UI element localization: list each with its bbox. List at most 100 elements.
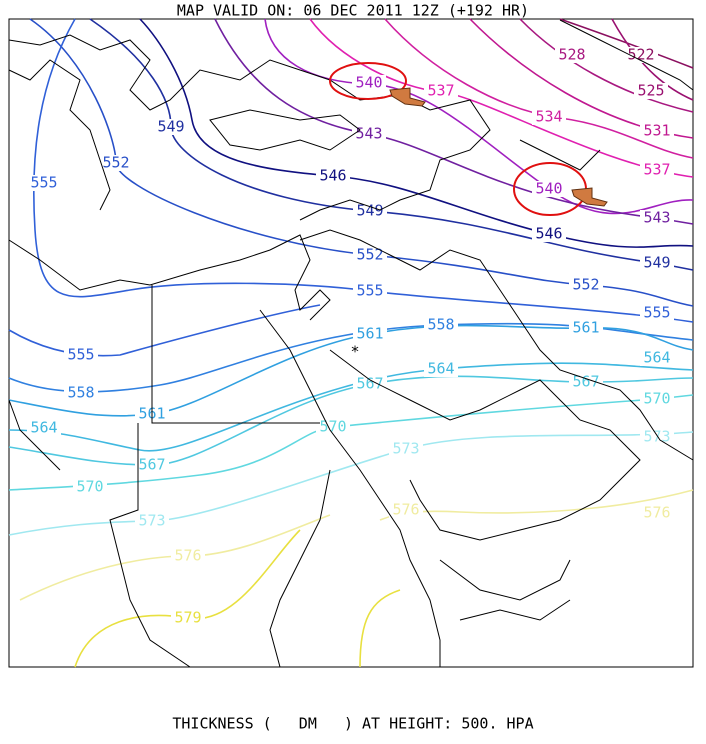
label-background [64,385,98,401]
label-background [27,420,61,436]
contour-label: 546 [319,167,346,185]
contour-label: 567 [356,375,383,393]
annotations [329,62,608,216]
contour-label: 543 [643,209,670,227]
label-background [532,109,566,125]
contour-line [8,362,694,452]
highlight-ellipse [329,62,407,100]
label-background [389,441,423,457]
label-background [555,47,589,63]
contour-label: 552 [356,246,383,264]
contour-label: 570 [319,418,346,436]
coastlines: * [8,19,694,668]
label-background [353,247,387,263]
map-caption: THICKNESS ( DM ) AT HEIGHT: 500. HPA [172,715,533,733]
contour-label: 573 [138,512,165,530]
label-background [640,391,674,407]
label-background [64,347,98,363]
contour-label: 537 [643,161,670,179]
contour-line [611,18,694,101]
label-background [624,47,658,63]
contour-label: 564 [427,360,454,378]
contour-label: 540 [355,74,382,92]
contour-line [8,304,321,357]
label-background [569,277,603,293]
contour-label: 534 [535,108,562,126]
label-background [634,83,668,99]
label-background [640,305,674,321]
contour-label: 531 [643,122,670,140]
label-background [171,548,205,564]
label-background [316,419,350,435]
map-title: MAP VALID ON: 06 DEC 2011 12Z (+192 HR) [177,2,529,20]
contour-label: 561 [356,325,383,343]
contour-label: 552 [102,154,129,172]
contour-label: 573 [392,440,419,458]
contour-line [89,18,694,271]
contour-label: 558 [67,384,94,402]
label-background [424,317,458,333]
contour-label: 525 [637,82,664,100]
contour-label: 555 [30,174,57,192]
contour-label: 540 [535,180,562,198]
pointing-hand [571,187,608,207]
contour-label: 549 [356,202,383,220]
contour-label: 570 [76,478,103,496]
pointing-hand [389,87,426,107]
contour-label: 555 [643,304,670,322]
contour-label: 558 [427,316,454,334]
contour-line [559,18,694,69]
contour-line [519,18,694,113]
label-background [353,376,387,392]
label-background [424,361,458,377]
label-background [424,83,458,99]
label-background [640,255,674,271]
contour-label: 567 [572,373,599,391]
contour-label: 549 [643,254,670,272]
contour-label: 543 [355,125,382,143]
label-background [27,175,61,191]
label-background [569,320,603,336]
label-background [532,226,566,242]
contour-line [264,18,694,215]
label-background [352,75,386,91]
label-background [640,123,674,139]
label-background [569,374,603,390]
contour-label: 564 [643,349,670,367]
contour-label: 555 [67,346,94,364]
contour-label: 561 [572,319,599,337]
label-background [353,203,387,219]
label-background [353,283,387,299]
contour-label: 564 [30,419,57,437]
contour-line [8,431,694,536]
label-background [154,119,188,135]
label-background [640,162,674,178]
contour-label: 555 [356,282,383,300]
label-background [135,457,169,473]
label-background [73,479,107,495]
contour-label: 567 [138,456,165,474]
label-background [171,610,205,626]
contour-label: 537 [427,82,454,100]
contour-label: 552 [572,276,599,294]
label-background [135,513,169,529]
contour-label: 579 [174,609,201,627]
label-background [640,210,674,226]
label-background [389,502,423,518]
map-frame [8,18,694,668]
contour-label: 546 [535,225,562,243]
contour-label: 576 [174,547,201,565]
contour-label: 522 [627,46,654,64]
label-background [640,350,674,366]
contour-label: 573 [643,428,670,446]
contour-label: 576 [643,504,670,522]
label-background [99,155,133,171]
label-background [353,326,387,342]
contour-label: 528 [558,46,585,64]
contour-label: 576 [392,501,419,519]
label-background [316,168,350,184]
label-background [532,181,566,197]
marker: * [350,343,359,361]
contour-line [33,18,694,323]
